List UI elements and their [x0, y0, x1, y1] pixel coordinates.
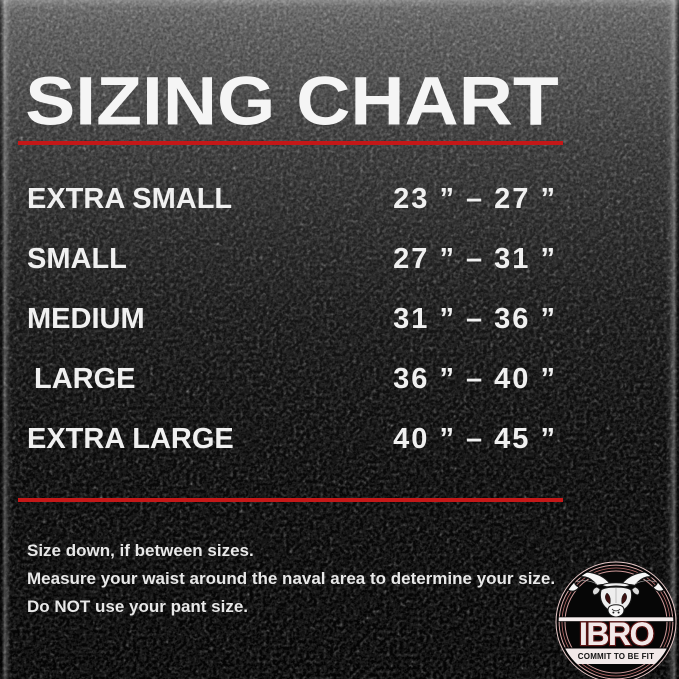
svg-text:COMMIT TO BE FIT: COMMIT TO BE FIT — [578, 652, 654, 661]
svg-text:IBRO: IBRO — [579, 616, 654, 652]
